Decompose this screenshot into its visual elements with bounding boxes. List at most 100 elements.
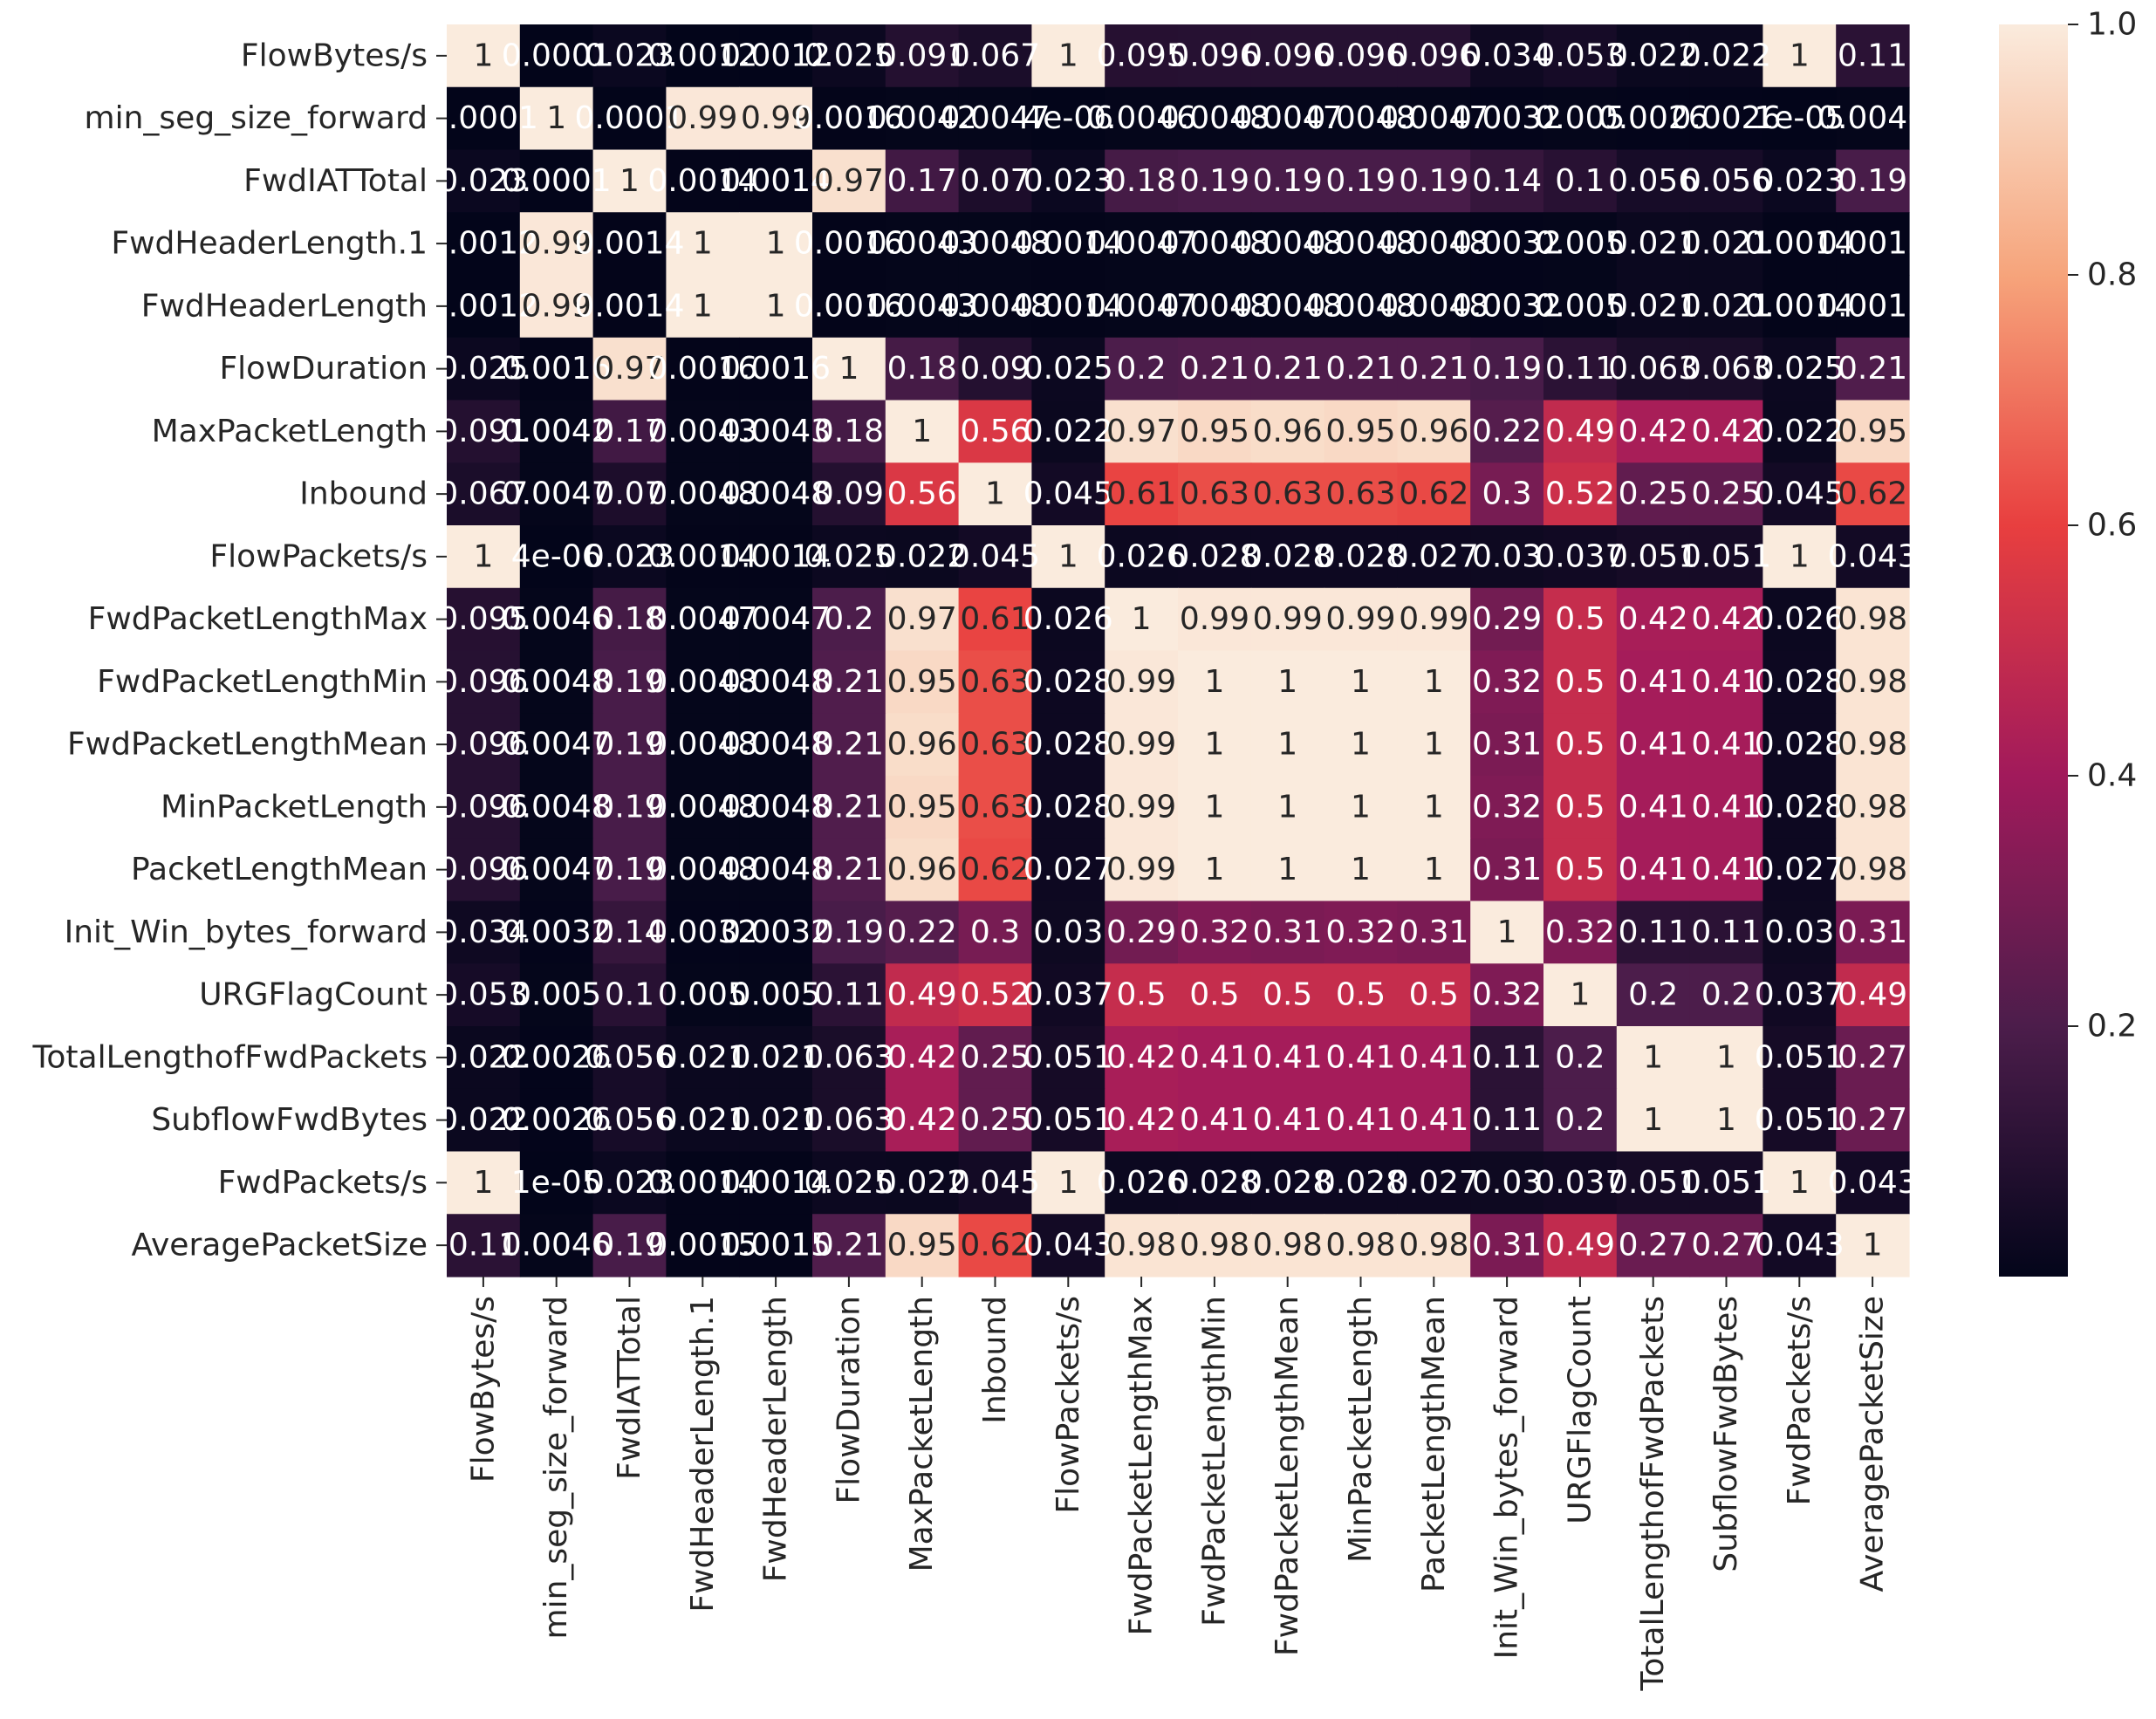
cell-annotation: 1 (1277, 789, 1297, 825)
heatmap-cell (812, 462, 886, 526)
cell-annotation: 1 (1204, 852, 1224, 887)
heatmap-cell (1543, 24, 1618, 88)
cell-annotation: 1 (985, 476, 1005, 512)
cell-annotation: 1e-05 (511, 1165, 602, 1201)
heatmap-cell (1543, 149, 1618, 213)
heatmap-cell (1397, 1026, 1471, 1090)
heatmap-cell (519, 650, 594, 714)
heatmap-cell (1178, 400, 1252, 463)
x-tick-label: AveragePacketSize (1855, 1296, 1891, 1592)
heatmap-cell (958, 1214, 1032, 1277)
cell-annotation: 0.25 (1691, 476, 1761, 512)
heatmap-cell (1470, 337, 1544, 401)
heatmap-cell (958, 462, 1032, 526)
cell-annotation: 0.0048 (941, 288, 1051, 324)
cell-annotation: 0.022 (877, 538, 967, 574)
heatmap-cell (1689, 838, 1763, 902)
cell-annotation: 0.95 (1180, 414, 1249, 449)
cell-annotation: 0.29 (1472, 601, 1542, 637)
heatmap-cell (958, 212, 1032, 276)
heatmap-cell (1105, 901, 1179, 964)
heatmap-cell (1250, 901, 1325, 964)
cell-annotation: 1 (1277, 727, 1297, 763)
cell-annotation: 0.41 (1325, 1102, 1395, 1138)
cell-annotation: 0.0047 (1233, 100, 1343, 136)
heatmap-cell (739, 776, 813, 839)
heatmap-cell (592, 400, 667, 463)
heatmap-cell (666, 1151, 740, 1215)
heatmap-cell (1836, 86, 1910, 151)
x-tick-label: FwdHeaderLength (758, 1296, 794, 1582)
cell-annotation: 0.0016 (794, 100, 904, 136)
heatmap-cell (1105, 1214, 1179, 1277)
cell-annotation: 0.42 (1691, 601, 1761, 637)
heatmap-cell (447, 838, 521, 902)
cell-annotation: 0.41 (1691, 727, 1761, 763)
heatmap-cell (885, 525, 960, 589)
cell-annotation: 0.096 (1389, 38, 1479, 73)
cell-annotation: 0.21 (814, 1228, 884, 1264)
cell-annotation: 0.027 (1023, 852, 1113, 887)
cell-annotation: 0.42 (1691, 414, 1761, 449)
cell-annotation: 0.27 (1838, 1039, 1907, 1075)
cell-annotation: 0.11 (1838, 38, 1907, 73)
cell-annotation: 0.5 (1555, 727, 1605, 763)
cell-annotation: 0.27 (1838, 1102, 1907, 1138)
cell-annotation: 0.023 (585, 1165, 674, 1201)
heatmap-cell (447, 24, 521, 88)
cell-annotation: 0.0046 (1817, 100, 1927, 136)
heatmap-cell (1250, 149, 1325, 213)
heatmap-cell (885, 149, 960, 213)
heatmap-cell (958, 838, 1032, 902)
heatmap-cell (592, 1214, 667, 1277)
heatmap-cell (1836, 1088, 1910, 1153)
heatmap-cell (447, 525, 521, 589)
heatmap-cell (1616, 24, 1691, 88)
cell-annotation: 0.95 (887, 664, 957, 700)
cell-annotation: 0.0014 (721, 163, 831, 199)
cell-annotation: 0.025 (1755, 351, 1845, 387)
cell-annotation: 0.0047 (502, 727, 612, 763)
cell-annotation: 0.022 (438, 1039, 528, 1075)
heatmap-cell (592, 963, 667, 1027)
cell-annotation: 0.005 (1535, 226, 1625, 262)
cell-annotation: 0.17 (594, 414, 664, 449)
x-tick-label: PacketLengthMean (1416, 1296, 1452, 1592)
y-tick-label: Init_Win_bytes_forward (65, 914, 428, 950)
cell-annotation: 0.022 (1023, 414, 1113, 449)
cell-annotation: 0.0048 (1233, 288, 1343, 324)
heatmap-cell (1470, 1088, 1544, 1153)
cell-annotation: 0.18 (594, 601, 664, 637)
cell-annotation: 0.025 (438, 351, 528, 387)
cell-annotation: 1 (546, 100, 566, 136)
cell-annotation: 1 (1570, 977, 1590, 1013)
heatmap-cell (1397, 838, 1471, 902)
cell-annotation: 0.0012 (721, 38, 831, 73)
heatmap-cell (812, 1151, 886, 1215)
cell-annotation: 1 (1204, 727, 1224, 763)
heatmap-cell (1178, 462, 1252, 526)
heatmap-cell (1836, 400, 1910, 463)
heatmap-cell (739, 963, 813, 1027)
cell-annotation: 0.42 (887, 1039, 957, 1075)
heatmap-cell (885, 275, 960, 339)
cell-annotation: 0.5 (1555, 664, 1605, 700)
y-tick-label: FwdPacketLengthMax (88, 601, 428, 637)
cell-annotation: 0.045 (1755, 476, 1845, 512)
heatmap-cell (739, 1214, 813, 1277)
cell-annotation: 0.0014 (1013, 226, 1123, 262)
heatmap-cell (1250, 212, 1325, 276)
cell-annotation: 0.25 (960, 1102, 1030, 1138)
heatmap-cell (1762, 462, 1837, 526)
x-axis-tick-labels: FlowBytes/s min_seg_size_forward FwdIATTot… (465, 1277, 1891, 1691)
heatmap-cell (1031, 838, 1105, 902)
cell-annotation: 0.62 (960, 1228, 1030, 1264)
heatmap-cell (1470, 462, 1544, 526)
heatmap-cell (739, 1088, 813, 1153)
heatmap-cell (1178, 650, 1252, 714)
cell-annotation: 0.21 (1180, 351, 1249, 387)
heatmap-cell (447, 400, 521, 463)
cell-annotation: 0.022 (438, 1102, 528, 1138)
cell-annotation: 0.0014 (575, 288, 685, 324)
heatmap-cell (519, 149, 594, 213)
